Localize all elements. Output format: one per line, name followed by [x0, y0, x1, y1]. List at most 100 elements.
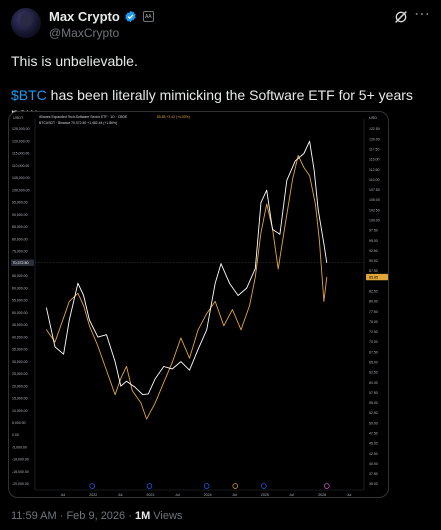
etf-data-point — [315, 203, 316, 205]
right-tick-label: 95.00 — [369, 239, 378, 243]
chart-image[interactable]: USDT USD iShares Expanded Tech-Software Se… — [8, 111, 389, 498]
meta-separator: · — [56, 510, 67, 522]
btc-data-point — [303, 153, 305, 154]
btc-data-point — [220, 263, 222, 264]
btc-data-point — [77, 282, 79, 284]
left-tick-label: -5,000.00 — [12, 445, 27, 449]
etf-data-point — [114, 394, 116, 396]
etf-data-point — [326, 276, 328, 278]
right-tick-label: 67.50 — [369, 350, 378, 354]
more-options-icon[interactable]: ⋯ — [414, 6, 431, 23]
right-tick-label: 50.00 — [369, 421, 378, 425]
etf-data-point — [297, 155, 299, 156]
btc-data-point — [295, 160, 296, 162]
tweet-text-line-1: This is unbelievable. — [11, 53, 138, 69]
affiliation-badge[interactable]: AA — [142, 11, 154, 22]
right-tick-label: 102.50 — [369, 208, 380, 212]
btc-data-point — [255, 268, 256, 269]
right-tick-label: 107.50 — [369, 188, 380, 192]
left-tick-label: 80,000.00 — [12, 237, 28, 241]
tradingview-event-icon — [203, 483, 210, 489]
btc-data-point — [266, 189, 268, 191]
right-tick-label: 87.50 — [369, 269, 378, 273]
etf-data-point — [46, 329, 47, 331]
right-tick-label: 45.00 — [369, 442, 378, 446]
tradingview-event-icon — [232, 483, 239, 489]
etf-data-point — [249, 305, 250, 306]
right-tick-label: 80.00 — [369, 300, 378, 304]
btc-data-point — [163, 366, 164, 367]
avatar[interactable] — [11, 8, 41, 38]
tweet-time[interactable]: 11:59 AM — [11, 510, 57, 522]
x-tick-label: Jul — [347, 493, 352, 497]
btc-data-point — [134, 387, 136, 388]
btc-data-point — [317, 209, 319, 211]
btc-data-point — [83, 295, 84, 296]
btc-data-point — [106, 334, 107, 335]
btc-data-point — [189, 369, 190, 371]
right-tick-label: 60.00 — [369, 381, 378, 385]
right-tick-label: 62.50 — [369, 371, 378, 375]
x-tick-label: 2023 — [146, 493, 154, 497]
tweet-header: Max Crypto AA @MaxCrypto ⋯ — [11, 7, 431, 43]
btc-data-point — [272, 229, 273, 230]
right-tick-label: 77.50 — [369, 310, 378, 314]
btc-data-point — [148, 393, 149, 395]
right-tick-label: 115.00 — [369, 158, 379, 162]
left-tick-label: 5,000.00 — [12, 421, 26, 425]
x-tick-label: 2024 — [204, 493, 212, 497]
right-tick-label: 97.50 — [369, 229, 378, 233]
etf-data-point — [240, 329, 242, 331]
right-tick-label: 117.50 — [369, 147, 379, 151]
left-tick-label: 50,000.00 — [12, 311, 28, 315]
left-tick-label: 85,000.00 — [12, 225, 28, 229]
left-tick-label: 60,000.00 — [12, 286, 28, 290]
grok-icon[interactable] — [393, 9, 409, 25]
etf-data-point — [309, 175, 310, 176]
etf-data-point — [163, 382, 164, 383]
right-price-tag — [366, 273, 388, 281]
etf-data-point — [323, 301, 325, 302]
left-tick-label: 100,000.00 — [12, 188, 30, 192]
etf-data-point — [146, 418, 147, 420]
left-tick-label: 75,000.00 — [12, 250, 28, 254]
btc-data-point — [97, 336, 99, 338]
etf-data-point — [120, 378, 122, 379]
cashtag-link[interactable]: $BTC — [11, 87, 47, 103]
author-handle[interactable]: @MaxCrypto — [49, 26, 120, 40]
btc-data-point — [114, 361, 116, 362]
btc-data-point — [229, 282, 230, 284]
right-tick-label: 75.00 — [369, 320, 378, 324]
left-tick-label: 40,000.00 — [12, 335, 28, 339]
etf-data-point — [197, 329, 199, 331]
right-tick-label: 105.00 — [369, 198, 380, 202]
right-tick-label: 122.50 — [369, 127, 380, 131]
right-axis-unit: USD — [369, 116, 377, 120]
tradingview-event-icon — [324, 483, 330, 489]
tweet-date[interactable]: Feb 9, 2026 — [66, 510, 126, 522]
etf-data-point — [172, 362, 173, 363]
views-label: Views — [150, 510, 183, 522]
etf-data-point — [89, 325, 90, 327]
left-tick-label: 115,000.00 — [12, 152, 29, 156]
x-tick-label: Jul — [118, 493, 123, 497]
right-tick-label: 72.50 — [369, 330, 378, 334]
right-tick-label: 110.00 — [369, 178, 379, 182]
right-tick-label: 55.00 — [369, 401, 378, 405]
btc-data-point — [246, 287, 247, 289]
etf-data-point — [126, 366, 127, 367]
left-tick-label: 15,000.00 — [12, 397, 28, 401]
etf-data-point — [266, 203, 268, 205]
etf-data-point — [132, 390, 133, 392]
left-axis-unit: USDT — [13, 116, 24, 120]
etf-data-point — [232, 309, 233, 310]
author-name[interactable]: Max Crypto — [49, 9, 120, 24]
left-price-tag — [11, 259, 34, 266]
btc-data-point — [142, 394, 143, 395]
right-tick-label: 90.00 — [369, 259, 378, 263]
etf-data-point — [255, 276, 256, 278]
left-tick-label: 0.00 — [12, 433, 19, 437]
btc-data-point — [206, 329, 207, 331]
left-tick-label: 25,000.00 — [12, 372, 28, 376]
etf-data-point — [83, 305, 84, 306]
